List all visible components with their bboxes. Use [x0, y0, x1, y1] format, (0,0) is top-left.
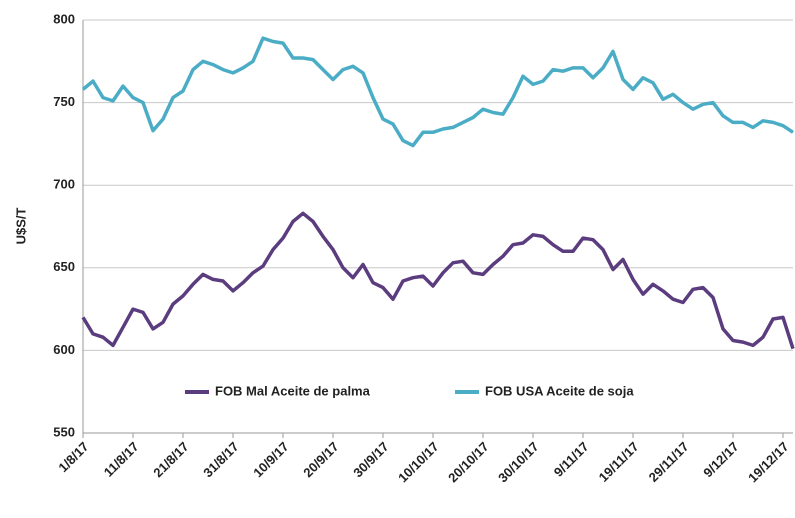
x-tick-label: 29/11/17 [646, 439, 692, 485]
y-axis-label: U$S/T [13, 208, 28, 245]
x-tick-label: 30/9/17 [350, 439, 391, 480]
series-line [81, 36, 794, 148]
x-tick-label: 20/10/17 [445, 439, 491, 485]
x-tick-label: 31/8/17 [200, 439, 241, 480]
x-tick-label: 19/11/17 [596, 439, 642, 485]
legend-item: FOB USA Aceite de soja [455, 383, 634, 398]
x-tick-label: 10/9/17 [250, 439, 291, 480]
y-tick-label: 750 [53, 94, 75, 109]
y-tick-label: 700 [53, 177, 75, 192]
y-tick-label: 600 [53, 342, 75, 357]
series-line [81, 211, 795, 350]
x-tick-label: 10/10/17 [395, 439, 441, 485]
x-tick-label: 19/12/17 [745, 439, 791, 485]
x-tick-label: 9/12/17 [700, 439, 741, 480]
y-tick-label: 650 [53, 259, 75, 274]
legend-item: FOB Mal Aceite de palma [185, 383, 371, 398]
x-tick-label: 9/11/17 [551, 439, 592, 480]
x-tick-label: 11/8/17 [101, 439, 142, 480]
x-tick-label: 21/8/17 [150, 439, 191, 480]
y-tick-label: 800 [53, 11, 75, 26]
legend-label: FOB Mal Aceite de palma [215, 383, 371, 398]
x-tick-label: 30/10/17 [495, 439, 541, 485]
legend-label: FOB USA Aceite de soja [485, 383, 634, 398]
x-tick-label: 20/9/17 [300, 439, 341, 480]
y-tick-label: 550 [53, 424, 75, 439]
x-tick-label: 1/8/17 [55, 439, 91, 475]
